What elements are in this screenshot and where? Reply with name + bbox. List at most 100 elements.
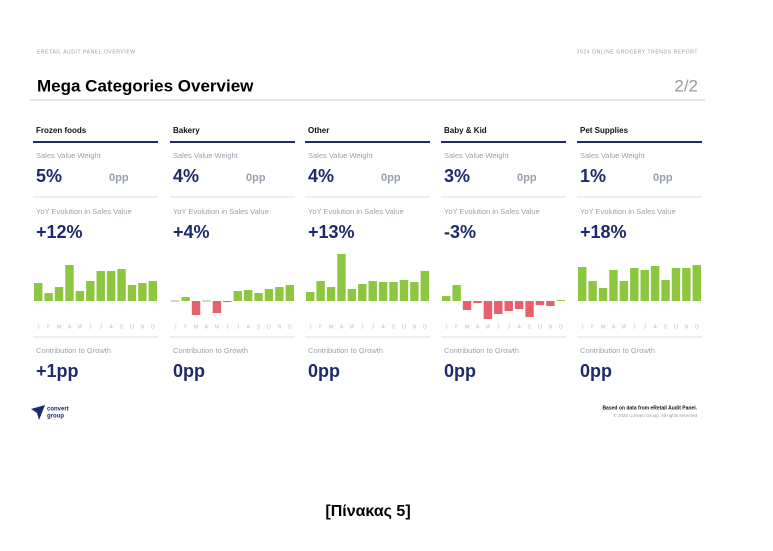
month-label: J — [99, 324, 102, 330]
month-label: F — [591, 324, 594, 330]
month-label: O — [538, 324, 542, 330]
bar — [202, 300, 211, 302]
bar — [181, 297, 190, 301]
bar — [106, 271, 116, 301]
month-label: A — [205, 324, 209, 330]
header-right: 2024 ONLINE GROCERY TRENDS REPORT — [577, 49, 698, 55]
month-label: J — [445, 324, 448, 330]
month-label: N — [278, 324, 282, 330]
month-label: A — [517, 324, 521, 330]
month-label: J — [226, 324, 229, 330]
yoy: -3% — [444, 222, 476, 242]
month-label: J — [633, 324, 636, 330]
bar — [473, 301, 482, 303]
yoy: +12% — [36, 222, 83, 242]
bar — [378, 282, 388, 301]
bar — [442, 296, 451, 301]
bar — [661, 280, 670, 301]
month-label: J — [236, 324, 239, 330]
month-label: N — [413, 324, 417, 330]
weight: 4% — [173, 166, 199, 186]
contribution: 0pp — [444, 361, 476, 381]
bar — [494, 301, 503, 314]
month-label: M — [215, 324, 219, 330]
category-name: Baby & Kid — [444, 126, 487, 135]
weight-change: 0pp — [653, 172, 673, 184]
weight-change: 0pp — [381, 172, 401, 184]
bar — [138, 283, 147, 301]
bar — [254, 293, 263, 301]
contribution: 0pp — [308, 361, 340, 381]
month-label: D — [151, 324, 155, 330]
yoy: +4% — [173, 222, 210, 242]
contribution: +1pp — [36, 361, 79, 381]
bar — [326, 287, 336, 301]
month-label: J — [643, 324, 646, 330]
bar — [525, 301, 534, 317]
month-label: S — [664, 324, 668, 330]
bar — [483, 301, 493, 319]
category-name: Bakery — [173, 126, 200, 135]
month-label: A — [340, 324, 344, 330]
bar — [556, 300, 565, 301]
contribution: 0pp — [173, 361, 205, 381]
month-label: S — [257, 324, 261, 330]
bar — [191, 301, 201, 315]
bar — [34, 283, 43, 301]
bar — [598, 288, 608, 301]
bar — [148, 281, 157, 301]
month-label: N — [141, 324, 145, 330]
month-label: S — [528, 324, 532, 330]
weight: 4% — [308, 166, 334, 186]
bar — [264, 289, 274, 301]
month-label: D — [423, 324, 427, 330]
label: Contribution to Growth — [173, 346, 248, 355]
bar — [65, 265, 74, 301]
month-label: M — [350, 324, 354, 330]
bar — [358, 284, 367, 301]
bar — [233, 291, 242, 301]
month-label: M — [465, 324, 469, 330]
bar — [389, 282, 398, 301]
bar — [44, 293, 53, 301]
category-name: Pet Supplies — [580, 126, 629, 135]
month-label: N — [685, 324, 689, 330]
bar — [212, 301, 222, 313]
bar — [306, 292, 315, 301]
bar — [243, 290, 253, 301]
contribution: 0pp — [580, 361, 612, 381]
bar — [285, 285, 294, 301]
bar — [223, 301, 232, 302]
month-label: M — [194, 324, 198, 330]
bar — [410, 282, 419, 301]
label: YoY Evolution in Sales Value — [173, 207, 269, 216]
label: Contribution to Growth — [36, 346, 111, 355]
month-label: F — [319, 324, 322, 330]
weight: 5% — [36, 166, 62, 186]
bar — [347, 289, 357, 301]
month-label: A — [612, 324, 616, 330]
category-name: Other — [308, 126, 329, 135]
month-label: A — [476, 324, 480, 330]
bar — [514, 301, 524, 309]
bar — [609, 270, 618, 301]
category-name: Frozen foods — [36, 126, 87, 135]
bar — [275, 287, 284, 301]
month-label: J — [309, 324, 312, 330]
month-label: S — [392, 324, 396, 330]
yoy: +18% — [580, 222, 627, 242]
bar — [368, 281, 377, 301]
page-number: 2/2 — [674, 76, 698, 95]
logo-text: convert — [47, 407, 69, 413]
month-label: A — [246, 324, 250, 330]
bar — [86, 281, 95, 301]
bar — [462, 301, 472, 310]
label: YoY Evolution in Sales Value — [580, 207, 676, 216]
month-label: D — [695, 324, 699, 330]
bar — [75, 291, 85, 301]
bar — [452, 285, 461, 301]
month-label: D — [559, 324, 563, 330]
header-left: ERETAIL AUDIT PANEL OVERVIEW — [37, 49, 136, 55]
month-label: F — [184, 324, 187, 330]
month-label: J — [361, 324, 364, 330]
